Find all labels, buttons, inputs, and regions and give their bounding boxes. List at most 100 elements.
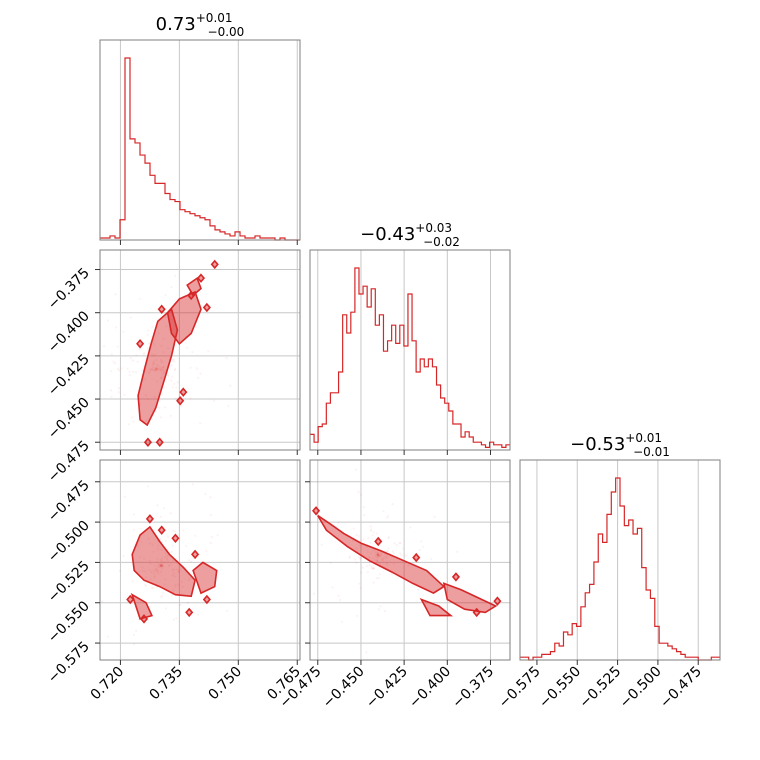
sample-point: [156, 557, 159, 560]
sample-point: [159, 416, 162, 419]
sample-point: [131, 580, 134, 583]
panel-frame-2-1: [309, 459, 511, 661]
sample-point: [162, 365, 165, 369]
sample-point: [160, 360, 163, 363]
sample-point: [172, 572, 175, 575]
sample-point: [164, 539, 167, 542]
contour-island: [202, 302, 211, 313]
sample-point: [370, 565, 373, 568]
sample-point: [368, 564, 371, 567]
sample-point: [170, 594, 173, 597]
sample-point: [154, 367, 157, 370]
sample-point: [153, 395, 156, 398]
sample-point: [160, 564, 163, 567]
sample-point: [386, 550, 389, 553]
contour-2-3-0: [317, 514, 446, 595]
sample-point: [357, 491, 360, 494]
sample-point: [374, 553, 377, 556]
y-tick-label-param-3: −0.550: [45, 598, 93, 646]
sample-point: [385, 561, 389, 565]
contour-island: [176, 396, 185, 406]
sample-point: [407, 564, 410, 567]
sample-point: [166, 556, 169, 559]
sample-point: [169, 512, 172, 515]
sample-point: [145, 584, 148, 588]
sample-point: [128, 374, 131, 377]
sample-point: [375, 532, 378, 535]
sample-point: [151, 363, 154, 366]
sample-point: [152, 354, 155, 357]
sample-point: [122, 330, 125, 333]
sample-point: [177, 568, 180, 571]
contour-1-3-1: [192, 561, 218, 595]
sample-point: [381, 558, 384, 561]
sample-point: [191, 483, 194, 486]
sample-point: [141, 566, 144, 569]
sample-point: [156, 367, 159, 370]
sample-point: [159, 563, 162, 566]
y-tick-label-param-2: −0.450: [45, 395, 93, 443]
contour-island: [136, 339, 145, 349]
contour-2-3-2: [419, 598, 454, 617]
sample-point: [174, 583, 177, 586]
sample-point: [337, 594, 340, 598]
sample-point: [376, 554, 379, 557]
sample-point: [171, 574, 174, 577]
title-param-2: −0.43+0.03 −0.02: [360, 221, 460, 249]
contour-2-3-1: [442, 582, 498, 614]
sample-point: [369, 529, 373, 533]
sample-point: [376, 556, 379, 559]
x-tick-label-param-3: −0.575: [496, 664, 544, 712]
sample-point: [385, 563, 389, 566]
sample-point: [374, 555, 377, 558]
sample-point: [174, 274, 177, 277]
sample-point: [379, 552, 382, 555]
sample-point: [160, 567, 163, 570]
sample-point: [159, 565, 162, 568]
sample-point: [422, 545, 425, 548]
sample-point: [376, 559, 379, 562]
sample-point: [358, 535, 361, 538]
sample-point: [101, 600, 104, 603]
sample-point: [418, 548, 421, 552]
sample-point: [372, 567, 375, 570]
sample-point: [387, 515, 390, 518]
sample-point: [376, 553, 379, 557]
sample-point: [155, 569, 158, 572]
sample-point: [182, 529, 185, 532]
sample-point: [377, 555, 380, 558]
sample-point: [375, 552, 378, 555]
x-tick-label-param-3: −0.475: [657, 664, 705, 712]
panel-frame-2-0: [99, 459, 301, 661]
sample-point: [375, 556, 378, 559]
sample-point: [378, 554, 381, 557]
sample-point: [144, 394, 147, 397]
sample-point: [155, 367, 158, 370]
sample-point: [163, 370, 167, 373]
sample-point: [153, 368, 157, 371]
sample-point: [213, 399, 216, 402]
sample-point: [178, 569, 181, 572]
contour-island: [179, 387, 188, 397]
sample-point: [162, 369, 165, 372]
sample-point: [145, 419, 148, 423]
sample-point: [366, 571, 369, 574]
sample-point: [359, 558, 362, 561]
sample-point: [160, 564, 163, 567]
sample-point: [146, 333, 149, 336]
sample-point: [161, 564, 165, 567]
sample-point: [199, 422, 202, 425]
sample-point: [175, 568, 178, 571]
sample-point: [372, 567, 375, 570]
sample-point: [162, 337, 165, 340]
sample-point: [164, 316, 167, 319]
sample-point: [158, 406, 161, 409]
sample-point: [116, 367, 120, 370]
tick-labels: 0.720 0.735 0.750 0.765−0.475−0.450−0.425−0…: [45, 265, 705, 711]
sample-point: [135, 354, 138, 357]
sample-point: [143, 557, 146, 560]
sample-point: [157, 368, 160, 371]
sample-point: [177, 571, 180, 574]
sample-point: [359, 557, 362, 560]
x-tick-label-param-2: −0.400: [406, 664, 454, 712]
